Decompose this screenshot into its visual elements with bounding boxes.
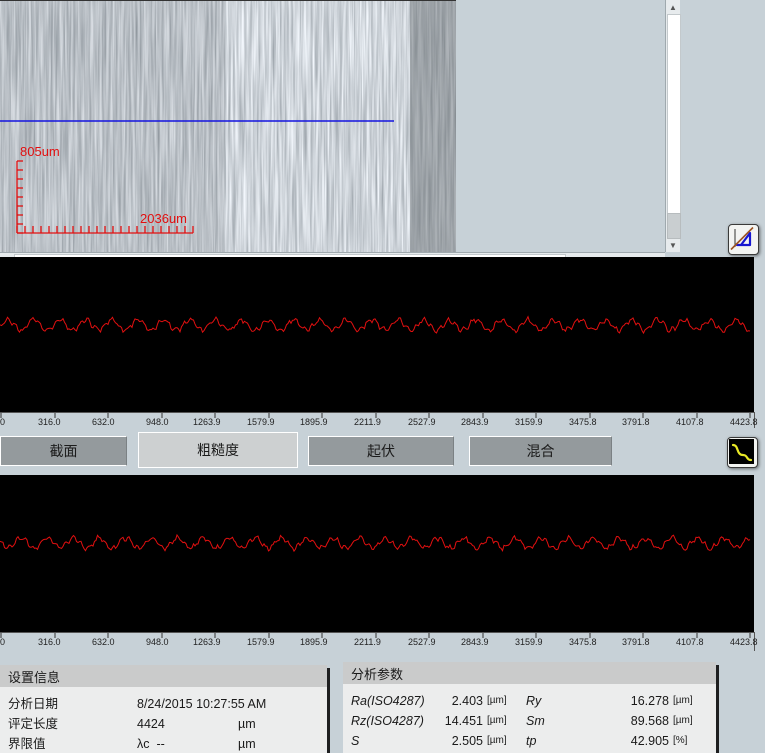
svg-text:805um: 805um xyxy=(20,144,60,159)
svg-text:2036um: 2036um xyxy=(140,211,187,226)
